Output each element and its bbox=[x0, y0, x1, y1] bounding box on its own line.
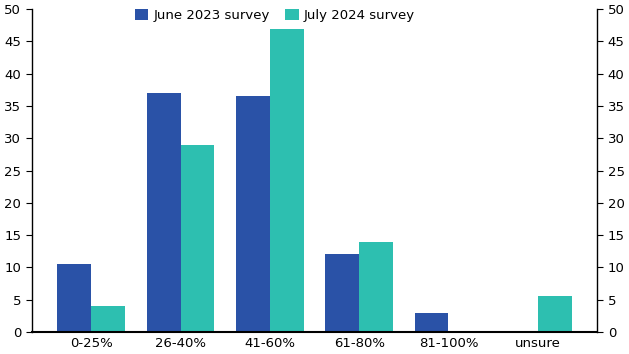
Bar bbox=[415, 313, 448, 332]
Bar bbox=[538, 296, 572, 332]
Bar bbox=[359, 241, 393, 332]
Bar bbox=[236, 96, 270, 332]
Bar bbox=[91, 306, 125, 332]
Bar bbox=[147, 93, 181, 332]
Bar bbox=[270, 29, 304, 332]
Bar bbox=[181, 145, 214, 332]
Legend: June 2023 survey, July 2024 survey: June 2023 survey, July 2024 survey bbox=[135, 9, 415, 22]
Bar bbox=[57, 264, 91, 332]
Bar bbox=[325, 255, 359, 332]
